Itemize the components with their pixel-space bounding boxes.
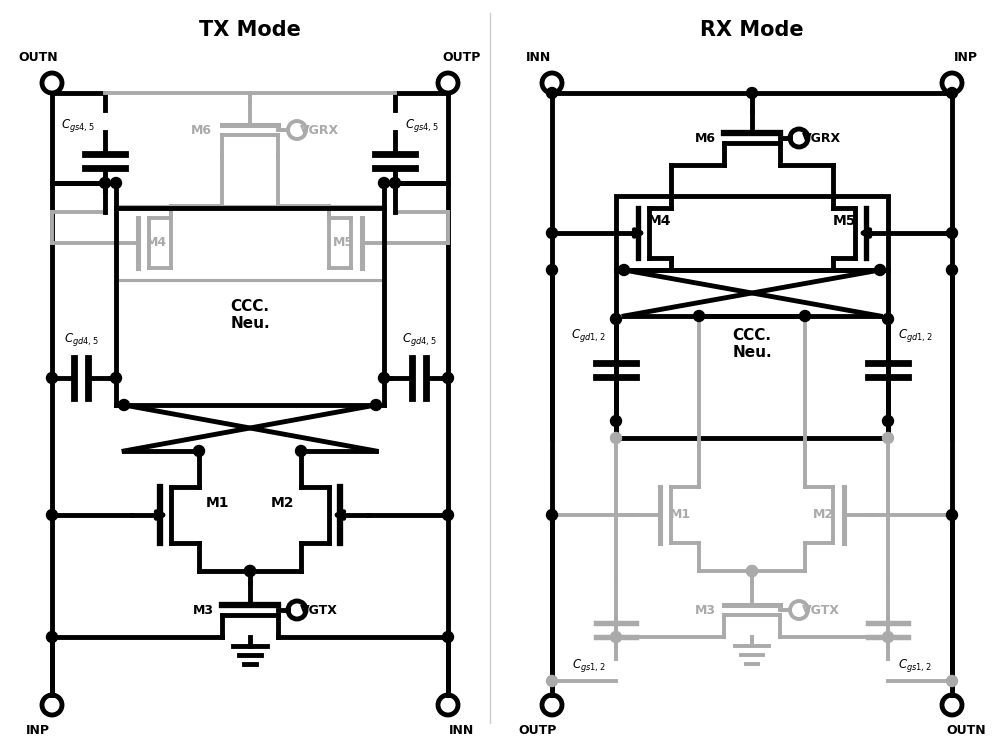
Circle shape [610,632,622,643]
Text: $C_{gd1,2}$: $C_{gd1,2}$ [571,326,606,343]
Circle shape [883,314,894,325]
Circle shape [946,88,958,99]
Text: $C_{gd4,5}$: $C_{gd4,5}$ [402,331,436,348]
Circle shape [443,372,454,383]
Text: VGRX: VGRX [802,132,841,144]
Text: M2: M2 [270,496,294,510]
Text: M4: M4 [648,214,672,228]
Text: M5: M5 [832,214,856,228]
Circle shape [946,675,958,687]
Text: M2: M2 [813,508,834,522]
Circle shape [610,415,622,426]
Circle shape [946,265,958,276]
Circle shape [443,510,454,521]
Text: VGTX: VGTX [802,603,840,617]
Circle shape [800,311,811,322]
Text: INP: INP [954,51,978,64]
Circle shape [110,372,121,383]
Circle shape [46,632,58,643]
Circle shape [546,88,558,99]
Circle shape [746,565,758,577]
Text: TX Mode: TX Mode [199,20,301,40]
Text: VGTX: VGTX [300,603,338,617]
Circle shape [100,178,110,189]
Text: $C_{gd1,2}$: $C_{gd1,2}$ [898,326,933,343]
Circle shape [244,565,256,577]
Text: INP: INP [26,724,50,737]
Circle shape [194,446,205,456]
Text: RX Mode: RX Mode [700,20,804,40]
Text: $C_{gd4,5}$: $C_{gd4,5}$ [64,331,98,348]
Text: M3: M3 [193,603,214,617]
Text: VGRX: VGRX [300,123,339,137]
Circle shape [610,314,622,325]
Text: $C_{gs4,5}$: $C_{gs4,5}$ [61,117,95,134]
Circle shape [46,510,58,521]
Circle shape [883,432,894,444]
Circle shape [883,415,894,426]
Circle shape [546,227,558,239]
Text: M4: M4 [146,236,167,250]
Circle shape [946,227,958,239]
Text: M1: M1 [670,508,691,522]
Text: $C_{gs4,5}$: $C_{gs4,5}$ [405,117,439,134]
Circle shape [875,265,886,276]
Circle shape [443,632,454,643]
Circle shape [746,565,758,577]
Circle shape [379,178,390,189]
Circle shape [244,565,256,577]
Circle shape [694,311,704,322]
Circle shape [546,510,558,521]
Text: M6: M6 [695,132,716,144]
Text: $C_{gs1,2}$: $C_{gs1,2}$ [898,657,932,673]
Circle shape [746,88,758,99]
Circle shape [946,510,958,521]
Text: CCC.
Neu.: CCC. Neu. [230,299,270,331]
Circle shape [546,265,558,276]
Text: M1: M1 [206,496,230,510]
Circle shape [390,178,400,189]
Text: M3: M3 [695,603,716,617]
Circle shape [46,372,58,383]
Circle shape [610,432,622,444]
Text: OUTP: OUTP [443,51,481,64]
Text: M6: M6 [191,123,212,137]
Text: OUTP: OUTP [519,724,557,737]
Circle shape [296,446,306,456]
Text: INN: INN [449,724,475,737]
Circle shape [370,400,382,410]
Text: OUTN: OUTN [18,51,58,64]
Text: OUTN: OUTN [946,724,986,737]
Text: CCC.
Neu.: CCC. Neu. [732,328,772,360]
Circle shape [110,178,121,189]
Circle shape [618,265,630,276]
Text: M5: M5 [333,236,354,250]
Text: $C_{gs1,2}$: $C_{gs1,2}$ [572,657,606,673]
Circle shape [379,372,390,383]
Circle shape [546,675,558,687]
Circle shape [883,632,894,643]
Circle shape [119,400,130,410]
Text: INN: INN [525,51,551,64]
